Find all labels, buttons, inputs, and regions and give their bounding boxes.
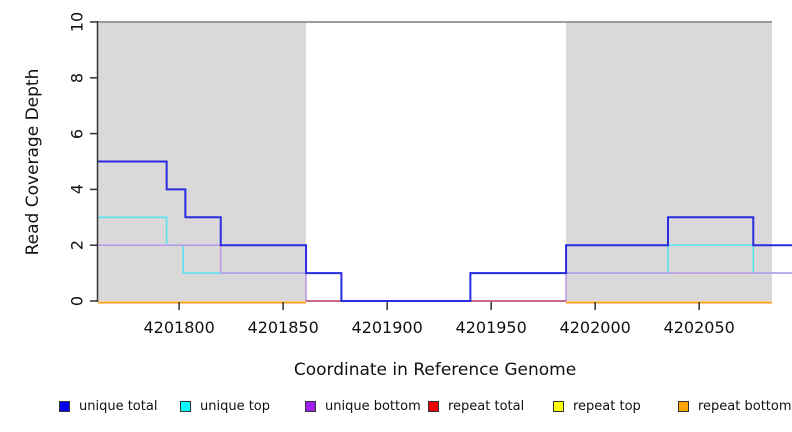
legend-swatch-icon xyxy=(305,400,316,412)
legend-swatch-icon xyxy=(180,400,191,412)
legend-label: unique total xyxy=(79,398,158,414)
legend-swatch-icon xyxy=(678,400,689,412)
x-tick-label: 4201850 xyxy=(247,318,319,337)
legend-item-repeat-bottom: repeat bottom xyxy=(678,398,792,414)
legend-item-unique-top: unique top xyxy=(180,398,271,414)
y-tick-label: 0 xyxy=(67,295,87,307)
y-tick-label: 4 xyxy=(67,184,87,195)
x-tick-label: 4201900 xyxy=(351,318,423,337)
legend-item-repeat-top: repeat top xyxy=(553,398,641,414)
legend-item-repeat-total: repeat total xyxy=(428,398,525,414)
y-tick-label: 6 xyxy=(67,128,87,139)
x-tick-label: 4201950 xyxy=(455,318,527,337)
legend-swatch-icon xyxy=(59,400,70,412)
y-tick-label: 10 xyxy=(67,11,87,33)
legend-label: repeat total xyxy=(448,398,525,414)
legend-label: repeat top xyxy=(573,398,641,414)
legend-swatch-icon xyxy=(428,400,439,412)
x-tick-label: 4202050 xyxy=(663,318,735,337)
x-tick-label: 4201800 xyxy=(143,318,215,337)
legend-swatch-icon xyxy=(553,400,564,412)
series-line-unique-total xyxy=(98,160,792,302)
legend-label: repeat bottom xyxy=(698,398,792,414)
legend-label: unique bottom xyxy=(325,398,421,414)
shaded-repeat-region xyxy=(566,22,772,301)
x-axis-title: Coordinate in Reference Genome xyxy=(293,360,577,380)
legend-item-unique-total: unique total xyxy=(59,398,158,414)
legend-label: unique top xyxy=(200,398,271,414)
y-tick-label: 8 xyxy=(67,72,87,83)
x-tick-label: 4202000 xyxy=(559,318,631,337)
y-tick-label: 2 xyxy=(67,240,87,251)
series-line-unique-bottom xyxy=(98,244,792,302)
legend-item-unique-bottom: unique bottom xyxy=(305,398,421,414)
y-axis-title: Read Coverage Depth xyxy=(23,68,43,256)
